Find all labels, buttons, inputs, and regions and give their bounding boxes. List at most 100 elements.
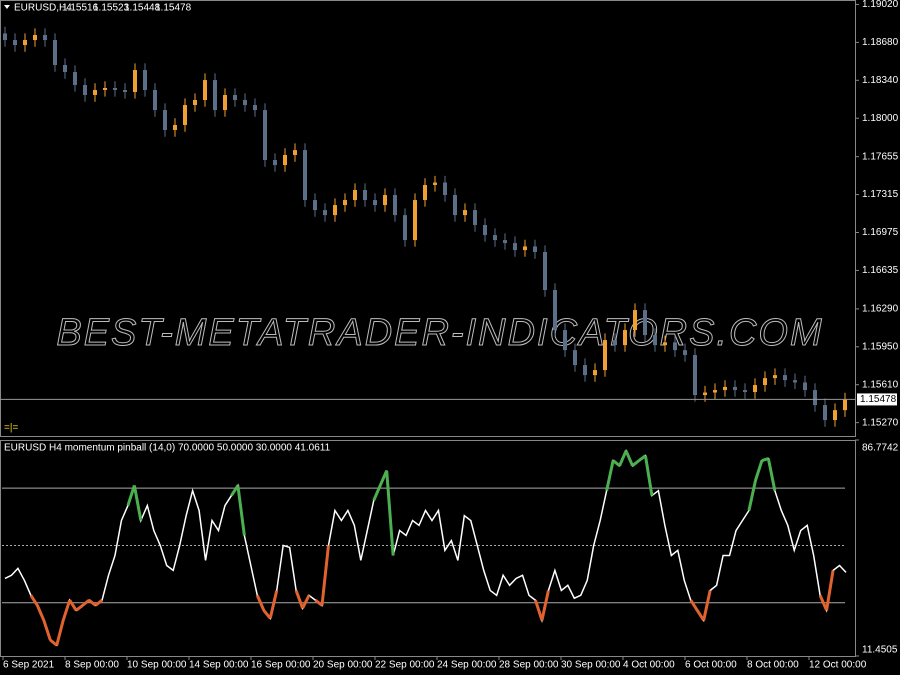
indicator-segment bbox=[385, 470, 395, 556]
indicator-segment bbox=[624, 450, 634, 467]
candle-body bbox=[163, 110, 167, 131]
indicator-segment bbox=[132, 485, 143, 521]
candle-body bbox=[813, 390, 817, 406]
indicator-segment bbox=[236, 485, 246, 536]
candle-body bbox=[573, 350, 577, 366]
indicator-segment bbox=[320, 545, 330, 606]
indicator-segment bbox=[35, 604, 46, 621]
y-tick-label: 1.18680 bbox=[862, 37, 899, 48]
candle-body bbox=[173, 125, 177, 131]
indicator-segment bbox=[294, 589, 304, 609]
y-tick-label: 86.7742 bbox=[862, 443, 899, 454]
indicator-segment bbox=[540, 590, 550, 621]
candle-body bbox=[443, 182, 447, 196]
watermark: BEST-METATRADER-INDICATORS.COM bbox=[56, 312, 823, 354]
candle-body bbox=[803, 382, 807, 391]
candle-body bbox=[153, 89, 157, 111]
candle-body bbox=[113, 87, 117, 90]
candle-body bbox=[303, 150, 307, 201]
candle-body bbox=[263, 110, 267, 161]
candle-body bbox=[653, 335, 657, 346]
candle-body bbox=[383, 195, 387, 206]
y-tick-label: 1.15270 bbox=[862, 417, 899, 428]
price-tag: 1.15478 bbox=[860, 394, 897, 405]
candle-body bbox=[73, 72, 77, 85]
x-tick-label: 6 Sep 2021 bbox=[3, 660, 55, 671]
indicator-segment bbox=[68, 599, 78, 612]
y-tick-label: 1.18340 bbox=[862, 75, 899, 86]
indicator-segment bbox=[301, 594, 311, 609]
candle-body bbox=[363, 190, 367, 201]
indicator-segment bbox=[689, 599, 699, 612]
price-tag-box bbox=[857, 393, 897, 406]
indicator-segment bbox=[605, 460, 615, 491]
y-tick-label: 1.17315 bbox=[862, 189, 899, 200]
candle-body bbox=[593, 370, 597, 376]
candle-body bbox=[513, 243, 517, 251]
candle-body bbox=[663, 342, 667, 346]
candle-body bbox=[243, 100, 247, 106]
candle-body bbox=[503, 240, 507, 244]
candle-body bbox=[13, 40, 17, 46]
y-tick-label: 1.17655 bbox=[862, 151, 899, 162]
x-tick-label: 4 Oct 00:00 bbox=[623, 660, 675, 671]
indicator-segment bbox=[88, 599, 97, 607]
ohlc-close: 1.15478 bbox=[155, 3, 192, 14]
indicator-segment bbox=[81, 599, 91, 607]
x-tick-label: 28 Sep 00:00 bbox=[499, 660, 559, 671]
candle-body bbox=[493, 235, 497, 241]
candle-body bbox=[633, 310, 637, 331]
candle-body bbox=[563, 330, 567, 351]
candle-body bbox=[713, 390, 717, 393]
candle-body bbox=[583, 365, 587, 376]
indicator-segment bbox=[618, 450, 628, 467]
candle-body bbox=[333, 205, 337, 216]
candle-body bbox=[533, 246, 537, 253]
x-tick-label: 12 Oct 00:00 bbox=[809, 660, 867, 671]
candle-body bbox=[53, 40, 57, 66]
candle-body bbox=[193, 100, 197, 106]
indicator-segment bbox=[754, 460, 764, 482]
indicator-segment bbox=[29, 594, 39, 607]
x-tick-label: 8 Sep 00:00 bbox=[65, 660, 119, 671]
candle-body bbox=[393, 195, 397, 216]
candle-body bbox=[673, 342, 677, 351]
x-tick-label: 16 Sep 00:00 bbox=[251, 660, 311, 671]
candle-body bbox=[313, 200, 317, 211]
candle-body bbox=[373, 200, 377, 206]
candle-body bbox=[83, 84, 87, 96]
candle-body bbox=[753, 385, 757, 393]
x-tick-label: 20 Sep 00:00 bbox=[313, 660, 373, 671]
indicator-segment bbox=[55, 619, 65, 646]
candle-body bbox=[93, 89, 97, 96]
y-tick-label: 1.15950 bbox=[862, 341, 899, 352]
y-tick-label: 1.15610 bbox=[862, 379, 899, 390]
ohlc-high: 1.15523 bbox=[93, 3, 130, 14]
indicator-panel-frame bbox=[0, 440, 856, 657]
candle-body bbox=[133, 70, 137, 92]
candle-body bbox=[143, 70, 147, 90]
candle-body bbox=[23, 40, 27, 46]
candle-body bbox=[423, 184, 427, 201]
candle-body bbox=[213, 80, 217, 111]
candle-body bbox=[33, 35, 37, 41]
ohlc-open: 1.15516 bbox=[62, 3, 99, 14]
candle-body bbox=[823, 405, 827, 421]
indicator-segment bbox=[825, 570, 835, 611]
candle-body bbox=[543, 252, 547, 291]
indicator-segment bbox=[268, 590, 279, 619]
candle-body bbox=[453, 195, 457, 216]
candle-body bbox=[553, 290, 557, 331]
indicator-segment bbox=[702, 590, 712, 621]
indicator-segment bbox=[631, 459, 640, 467]
candle-body bbox=[603, 340, 607, 371]
indicator-segment bbox=[534, 599, 544, 621]
x-tick-label: 30 Sep 00:00 bbox=[561, 660, 621, 671]
candle-body bbox=[623, 330, 627, 346]
candle-body bbox=[403, 215, 407, 241]
indicator-segment bbox=[42, 619, 52, 641]
candle-body bbox=[413, 200, 417, 241]
price-panel-frame bbox=[0, 0, 856, 437]
